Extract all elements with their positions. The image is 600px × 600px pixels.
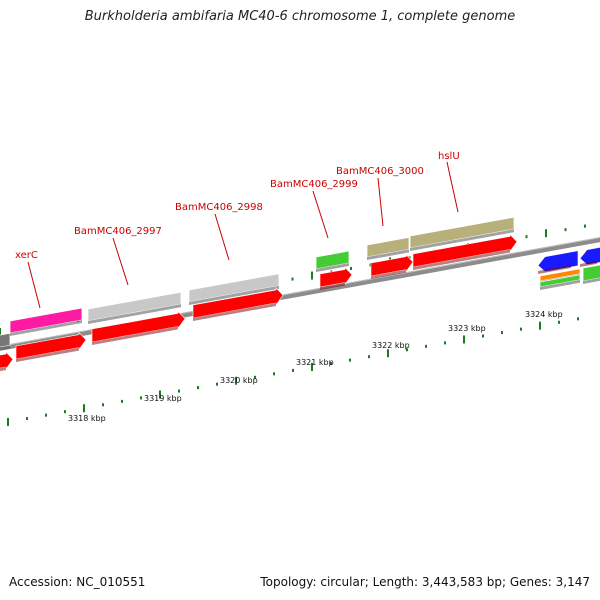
gene-block-green-right[interactable] (582, 264, 600, 282)
feature-track (0, 216, 600, 372)
map-title: Burkholderia ambifaria MC40-6 chromosome… (84, 9, 516, 24)
gene-arrow-blue-2-shadow (580, 260, 597, 267)
leader-hslu (446, 161, 459, 213)
cds-arrow-partial-left-shadow (0, 367, 6, 372)
cds-arrow-bammc406-2999[interactable] (319, 266, 353, 288)
scale-label-3321: 3321 kbp (296, 358, 334, 367)
chromosome-backbone-highlight (0, 237, 600, 347)
cds-arrow-bammc406-3000[interactable] (370, 253, 414, 277)
gene-label-leaders (27, 161, 459, 309)
gene-block-green-lower-shadow (540, 279, 580, 290)
gene-block-bammc406-2998-shadow (189, 285, 279, 305)
genome-summary-text: Topology: circular; Length: 3,443,583 bp… (260, 575, 590, 589)
gene-label-bammc406-2997[interactable]: BamMC406_2997 (74, 226, 162, 237)
gene-block-bammc406-3000-shadow (367, 249, 409, 260)
cds-arrow-bammc406-2998-shadow (193, 302, 276, 321)
cds-arrow-hslu-shadow (413, 249, 510, 270)
cds-arrow-bammc406-2999-shadow (320, 282, 345, 290)
gene-label-hslu[interactable]: hslU (438, 151, 460, 162)
gene-block-green-right-shadow (583, 277, 600, 284)
leader-xerc (27, 261, 41, 309)
scale-label-3320: 3320 kbp (220, 376, 258, 385)
cds-arrow-bammc406-3000-shadow (371, 269, 406, 279)
scale-label-3322: 3322 kbp (372, 341, 410, 350)
cds-arrow-partial-left[interactable] (0, 351, 14, 370)
leader-bammc406-2997 (112, 237, 129, 286)
gene-block-xerc-shadow (10, 319, 82, 336)
leader-bammc406-3000 (377, 177, 384, 227)
gene-label-xerc[interactable]: xerC (15, 250, 38, 261)
scale-label-3318: 3318 kbp (68, 414, 106, 423)
cds-arrow-bammc406-2997-shadow (92, 326, 178, 345)
cds-arrow-xerc-shadow (16, 347, 79, 362)
scale-label-3324: 3324 kbp (525, 310, 563, 319)
cds-arrow-bammc406-2998[interactable] (192, 287, 284, 319)
gene-label-bammc406-3000[interactable]: BamMC406_3000 (336, 166, 424, 177)
gene-block-bammc406-2999-shadow (316, 263, 349, 272)
chromosome-backbone (0, 237, 600, 351)
gene-label-bammc406-2998[interactable]: BamMC406_2998 (175, 202, 263, 213)
inner-tick-row (7, 317, 579, 426)
gene-block-partial-left-shadow (0, 345, 10, 351)
scale-label-3323: 3323 kbp (448, 324, 486, 333)
cds-arrow-hslu[interactable] (412, 233, 518, 268)
accession-text: Accession: NC_010551 (9, 575, 146, 589)
gene-block-bammc406-2997-shadow (88, 304, 181, 324)
gene-block-hslu-shadow (410, 229, 514, 251)
scale-label-3319: 3319 kbp (144, 394, 182, 403)
leader-bammc406-2999 (312, 190, 329, 239)
gene-label-bammc406-2999[interactable]: BamMC406_2999 (270, 179, 358, 190)
cds-arrow-xerc[interactable] (15, 331, 87, 360)
gene-arrow-blue-1-shadow (538, 265, 571, 274)
leader-bammc406-2998 (214, 213, 230, 261)
